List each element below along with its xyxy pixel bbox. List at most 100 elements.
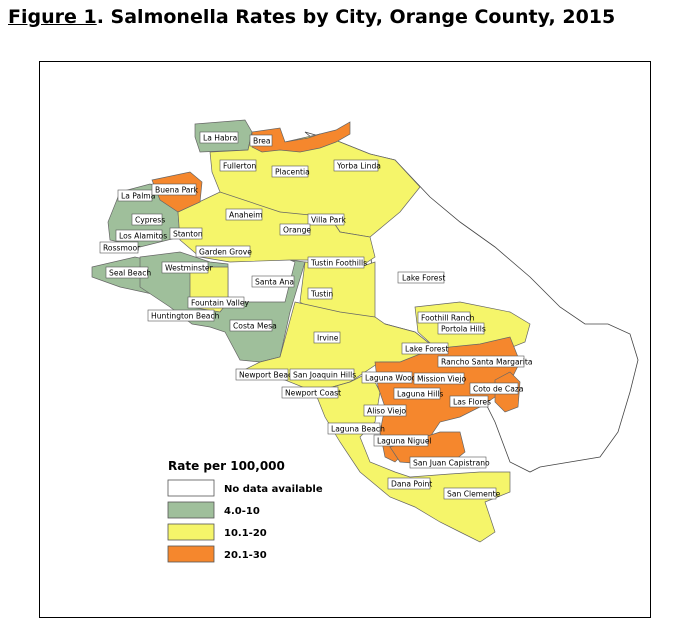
svg-text:Garden Grove: Garden Grove: [199, 248, 252, 257]
city-label-westminster: Westminster: [161, 261, 214, 274]
svg-text:Huntington Beach: Huntington Beach: [151, 312, 220, 321]
svg-text:San Juan Capistrano: San Juan Capistrano: [413, 459, 490, 468]
svg-text:Buena Park: Buena Park: [155, 186, 199, 195]
city-label-san-joaquin-hills: San Joaquin Hills: [289, 368, 356, 381]
city-label-laguna-beach: Laguna Beach: [327, 422, 385, 435]
city-label-yorba-linda: Yorba Linda: [333, 159, 381, 172]
city-label-lake-forest-north: Lake Forest: [397, 271, 445, 284]
legend-swatch-10-20: [167, 523, 215, 541]
svg-text:Newport Beach: Newport Beach: [239, 371, 297, 380]
svg-text:San Clemente: San Clemente: [447, 490, 501, 499]
city-label-portola-hills: Portola Hills: [437, 322, 486, 335]
svg-text:Laguna Hills: Laguna Hills: [397, 390, 443, 399]
city-label-los-alamitos: Los Alamitos: [115, 229, 167, 242]
svg-text:Aliso Viejo: Aliso Viejo: [367, 407, 406, 416]
legend-swatch-20-30: [167, 545, 215, 563]
svg-text:Westminster: Westminster: [165, 264, 214, 273]
city-label-lake-forest-south: Lake Forest: [401, 342, 448, 355]
city-label-la-habra: La Habra: [199, 131, 239, 144]
svg-text:Santa Ana: Santa Ana: [255, 278, 294, 287]
city-label-rancho-santa-margarita: Rancho Santa Margarita: [437, 355, 533, 368]
svg-text:Mission Viejo: Mission Viejo: [417, 375, 466, 384]
city-label-san-clemente: San Clemente: [443, 487, 501, 500]
city-label-placentia: Placentia: [271, 165, 310, 178]
svg-text:Laguna Woods: Laguna Woods: [365, 374, 421, 383]
svg-text:Laguna Niguel: Laguna Niguel: [377, 437, 432, 446]
svg-text:Portola Hills: Portola Hills: [441, 325, 486, 334]
svg-text:Tustin: Tustin: [310, 290, 333, 299]
svg-text:Yorba Linda: Yorba Linda: [336, 162, 381, 171]
city-label-fountain-valley: Fountain Valley: [187, 296, 249, 309]
legend: Rate per 100,000 No data available 4.0-1…: [167, 459, 323, 563]
legend-swatch-no-data: [167, 479, 215, 497]
svg-text:Coto de Caza: Coto de Caza: [473, 385, 524, 394]
city-label-buena-park: Buena Park: [151, 183, 199, 196]
city-label-villa-park: Villa Park: [307, 213, 346, 226]
svg-text:Costa Mesa: Costa Mesa: [233, 322, 277, 331]
svg-text:Stanton: Stanton: [173, 230, 203, 239]
county-map: La Habra Brea Fullerton Placentia Yorba …: [91, 119, 639, 563]
svg-text:Las Flores: Las Flores: [453, 398, 491, 407]
city-label-laguna-hills: Laguna Hills: [393, 387, 443, 400]
svg-text:Fountain Valley: Fountain Valley: [191, 299, 249, 308]
svg-text:Seal Beach: Seal Beach: [109, 269, 151, 278]
city-label-brea: Brea: [249, 134, 273, 147]
svg-text:Brea: Brea: [253, 137, 271, 146]
city-label-orange: Orange: [279, 223, 311, 236]
svg-text:Lake Forest: Lake Forest: [405, 345, 448, 354]
svg-text:Dana Point: Dana Point: [391, 480, 432, 489]
city-label-tustin: Tustin: [307, 287, 333, 300]
legend-swatch-4-10: [167, 501, 215, 519]
legend-label-4-10: 4.0-10: [224, 506, 260, 517]
svg-text:Foothill Ranch: Foothill Ranch: [421, 314, 475, 323]
svg-text:Tustin Foothills: Tustin Foothills: [310, 259, 367, 268]
city-label-tustin-foothills: Tustin Foothills: [307, 256, 367, 269]
svg-text:Villa Park: Villa Park: [311, 216, 346, 225]
svg-text:Irvine: Irvine: [317, 334, 339, 343]
svg-text:Orange: Orange: [283, 226, 311, 235]
svg-text:Lake Forest: Lake Forest: [402, 274, 445, 283]
figure-title: Figure 1. Salmonella Rates by City, Oran…: [8, 6, 615, 28]
city-label-san-juan-capistrano: San Juan Capistrano: [409, 456, 490, 469]
city-label-stanton: Stanton: [169, 227, 203, 240]
city-label-seal-beach: Seal Beach: [105, 266, 151, 279]
legend-label-10-20: 10.1-20: [224, 528, 267, 539]
city-label-foothill-ranch: Foothill Ranch: [417, 311, 475, 324]
city-label-dana-point: Dana Point: [387, 477, 432, 490]
map-frame: La Habra Brea Fullerton Placentia Yorba …: [39, 61, 651, 618]
city-label-aliso-viejo: Aliso Viejo: [363, 404, 406, 417]
svg-text:Laguna Beach: Laguna Beach: [331, 425, 385, 434]
figure-title-text: . Salmonella Rates by City, Orange Count…: [96, 6, 616, 28]
city-label-irvine: Irvine: [313, 331, 341, 344]
city-label-coto-de-caza: Coto de Caza: [469, 382, 524, 395]
city-label-mission-viejo: Mission Viejo: [413, 372, 466, 385]
legend-label-no-data: No data available: [224, 484, 323, 495]
svg-text:Los Alamitos: Los Alamitos: [119, 232, 167, 241]
city-label-huntington-beach: Huntington Beach: [147, 309, 220, 322]
city-label-las-flores: Las Flores: [449, 395, 491, 408]
svg-text:La Habra: La Habra: [203, 134, 237, 143]
city-label-la-palma: La Palma: [117, 189, 155, 202]
legend-title: Rate per 100,000: [168, 459, 285, 473]
city-label-rossmoor: Rossmoor: [99, 241, 141, 254]
svg-text:Rancho Santa Margarita: Rancho Santa Margarita: [441, 358, 533, 367]
svg-text:Placentia: Placentia: [275, 168, 310, 177]
svg-text:La Palma: La Palma: [121, 192, 155, 201]
city-label-anaheim: Anaheim: [225, 208, 263, 221]
city-label-fullerton: Fullerton: [219, 159, 256, 172]
city-label-garden-grove: Garden Grove: [195, 245, 252, 258]
city-label-laguna-niguel: Laguna Niguel: [373, 434, 432, 447]
svg-text:Cypress: Cypress: [135, 216, 165, 225]
city-label-newport-coast: Newport Coast: [281, 386, 341, 399]
region-brea: [251, 121, 351, 153]
svg-text:Newport Coast: Newport Coast: [285, 389, 341, 398]
svg-text:San Joaquin Hills: San Joaquin Hills: [293, 371, 356, 380]
city-label-newport-beach: Newport Beach: [235, 368, 297, 381]
svg-text:Fullerton: Fullerton: [223, 162, 256, 171]
city-label-santa-ana: Santa Ana: [251, 275, 295, 288]
figure-number: Figure 1: [8, 6, 97, 28]
svg-text:Rossmoor: Rossmoor: [103, 244, 141, 253]
city-label-costa-mesa: Costa Mesa: [229, 319, 277, 332]
legend-label-20-30: 20.1-30: [224, 550, 267, 561]
svg-text:Anaheim: Anaheim: [229, 211, 263, 220]
